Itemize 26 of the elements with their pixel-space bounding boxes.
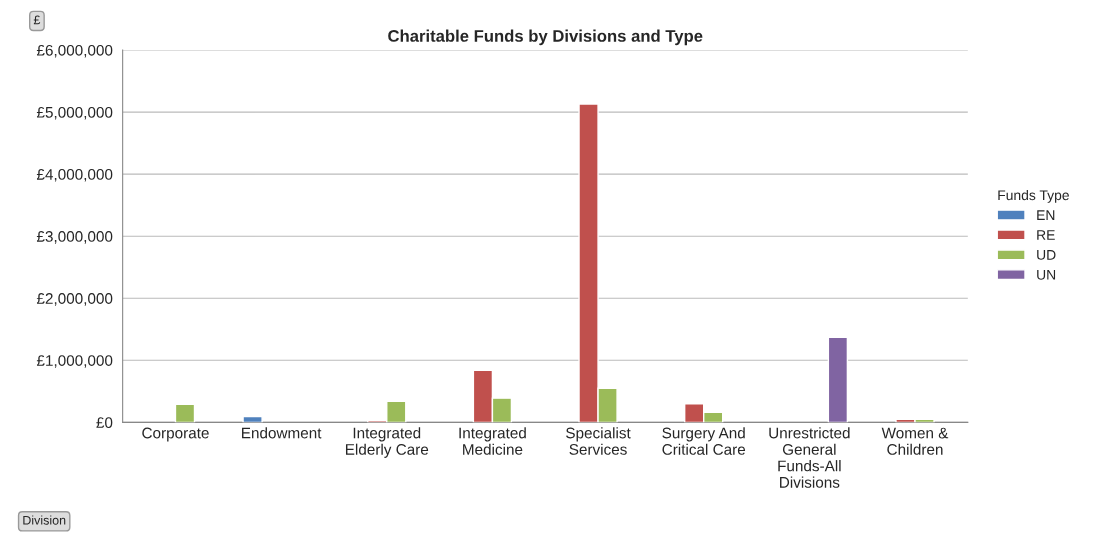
- y-axis-title: £: [33, 15, 41, 25]
- chart-title: Charitable Funds by Divisions and Type: [388, 29, 703, 46]
- y-tick-label: £2,000,000: [36, 293, 113, 306]
- legend-label: UN: [1037, 270, 1056, 280]
- y-tick-label: £5,000,000: [36, 106, 113, 120]
- x-tick-label: Unrestricted General Funds-All Divisions: [769, 427, 850, 488]
- y-tick-label: £1,000,000: [36, 355, 113, 368]
- y-tick-label: £6,000,000: [36, 44, 113, 58]
- x-tick-label: Surgery And Critical Care: [662, 427, 746, 455]
- legend-label: RE: [1037, 230, 1055, 240]
- x-tick-label: Specialist Services: [566, 427, 631, 455]
- bar: [174, 403, 196, 423]
- x-tick-label: Corporate: [142, 427, 209, 442]
- y-tick-label: £0: [96, 417, 113, 429]
- y-tick-label: £4,000,000: [36, 169, 113, 182]
- y-tick-label: £3,000,000: [36, 231, 113, 244]
- x-tick-label: Women & Children: [881, 427, 949, 455]
- x-tick-label: Endowment: [242, 427, 322, 439]
- legend-label: UD: [1037, 250, 1056, 260]
- legend-title: Funds Type: [998, 189, 1069, 203]
- x-tick-label: Integrated Medicine: [459, 427, 526, 455]
- bar: [827, 336, 849, 423]
- x-tick-label: Integrated Elderly Care: [345, 427, 429, 458]
- legend-label: EN: [1037, 210, 1055, 220]
- bar: [242, 415, 263, 423]
- x-axis-title: Division: [23, 515, 66, 525]
